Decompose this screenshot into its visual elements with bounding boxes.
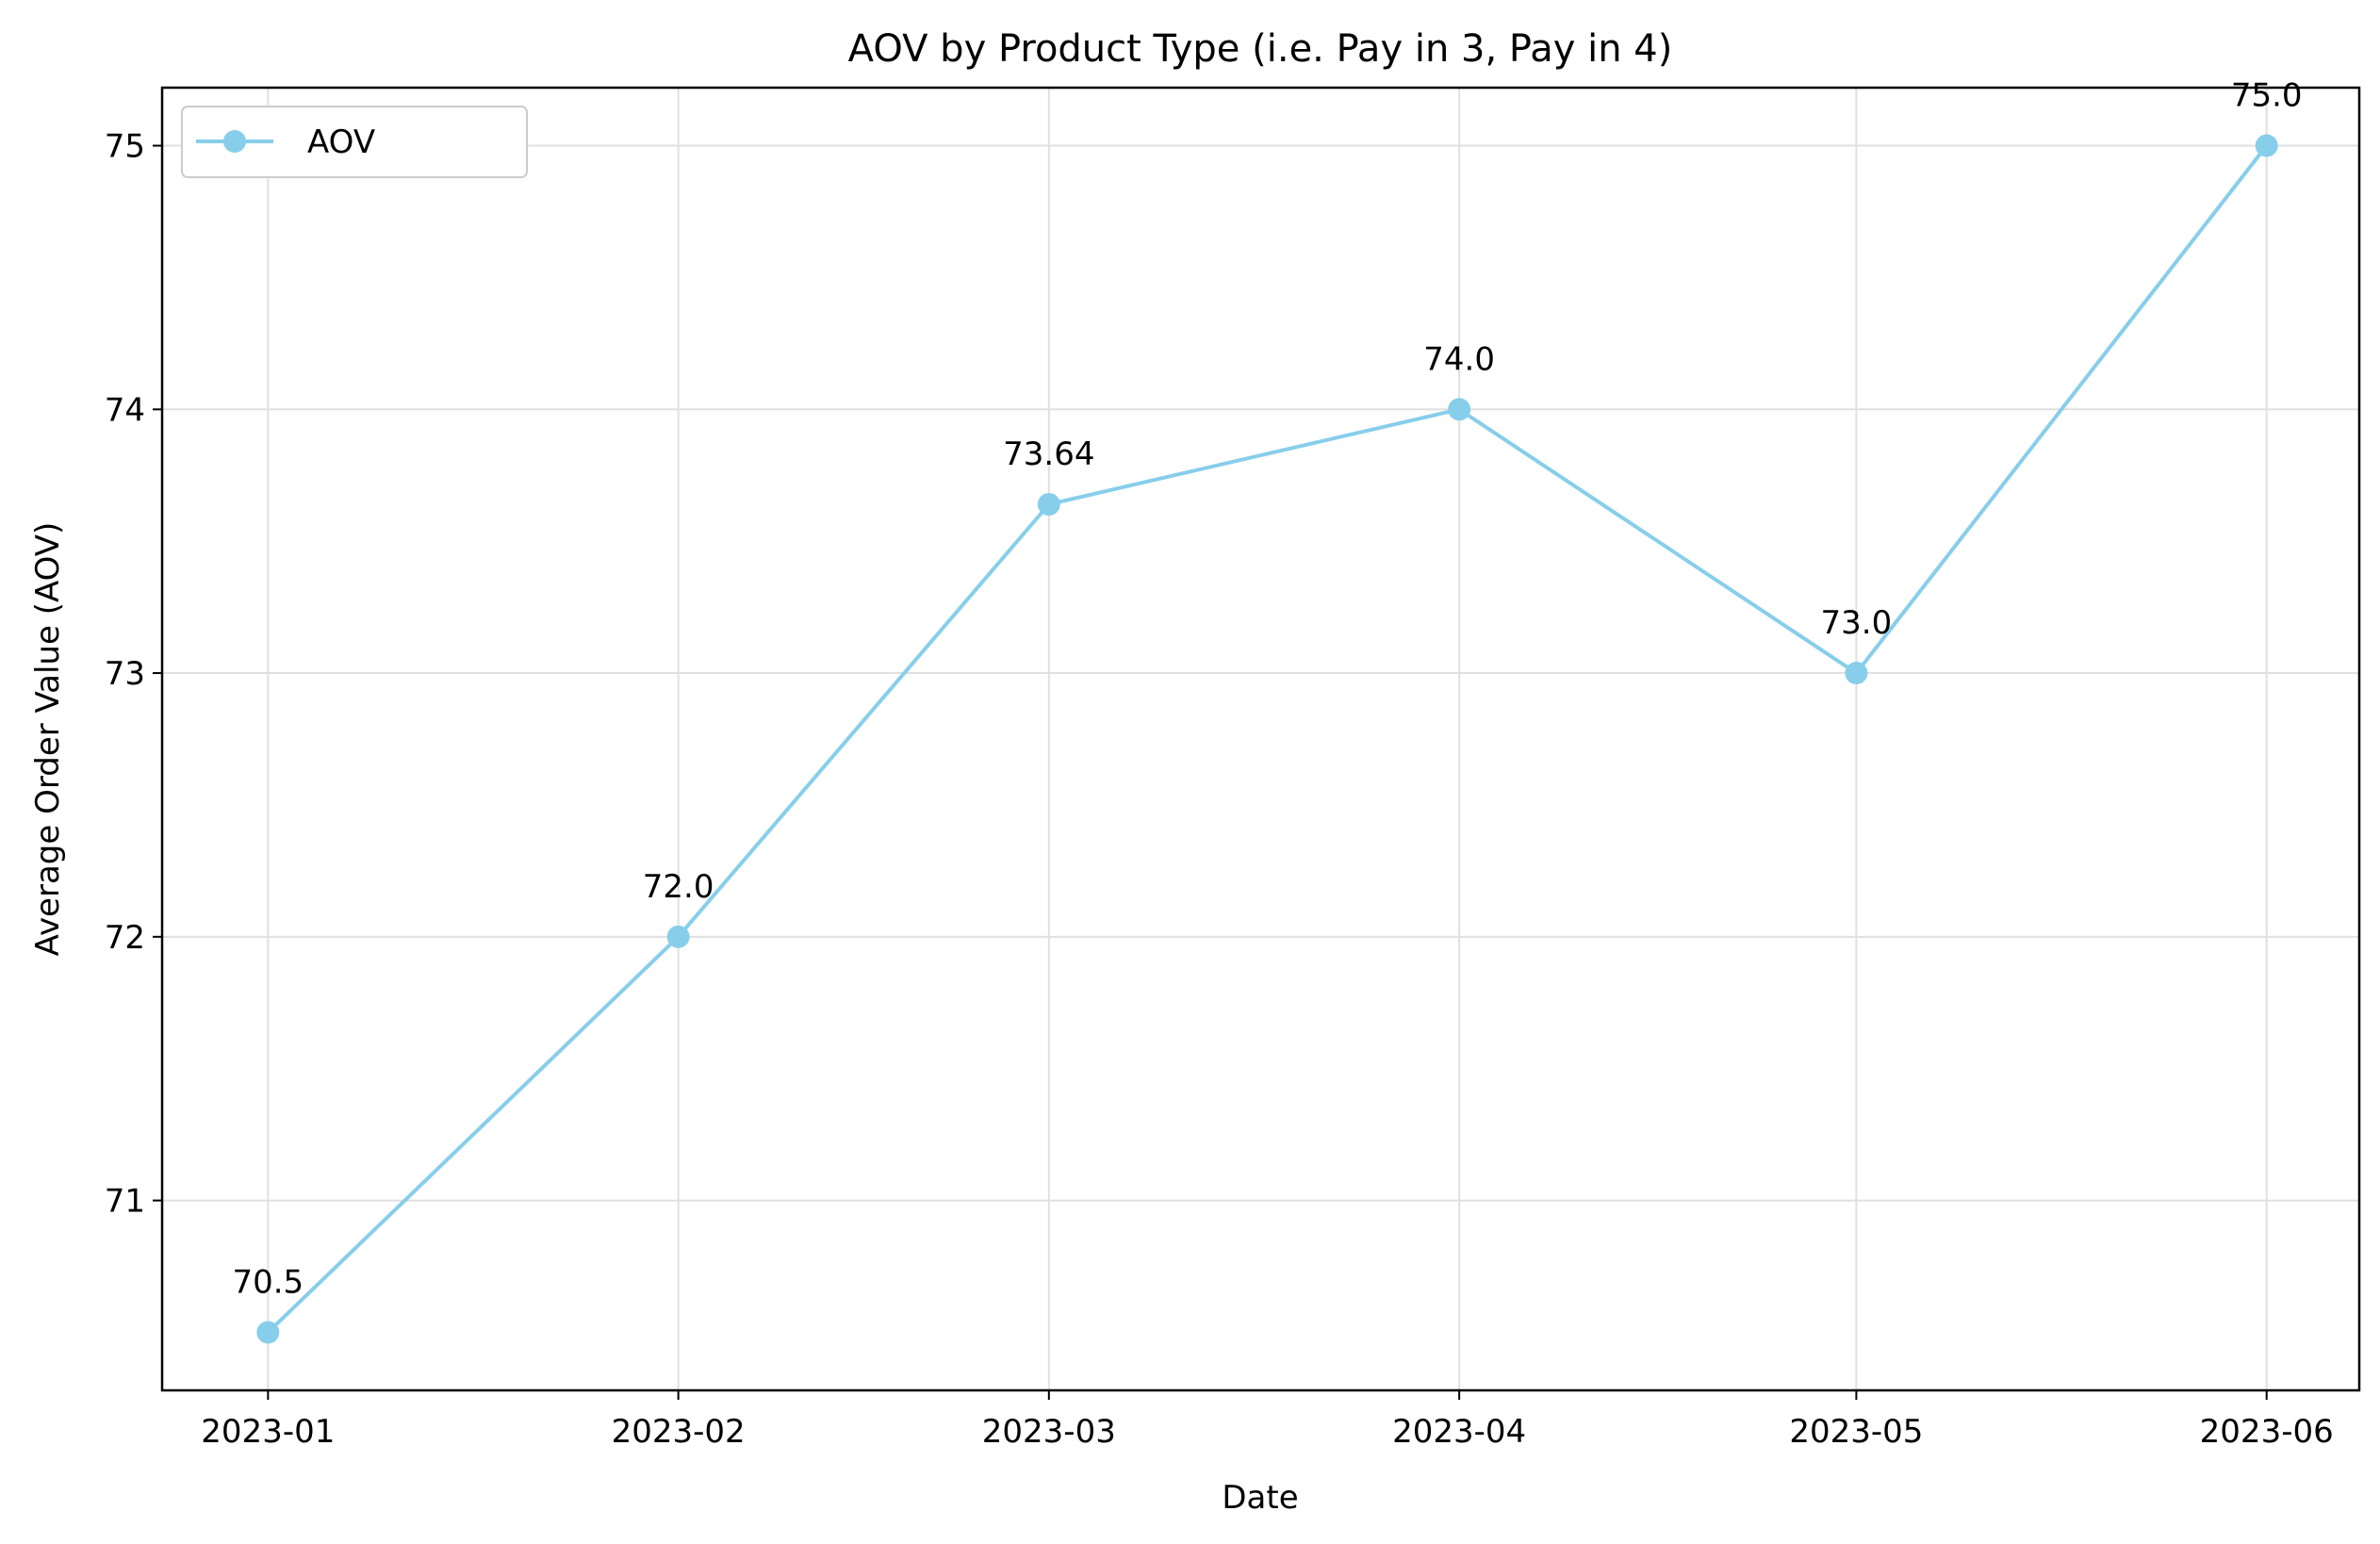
data-label: 70.5 [232,1263,304,1301]
x-tick-label: 2023-05 [1789,1413,1923,1451]
data-label: 75.0 [2231,77,2303,115]
legend: AOV [181,106,528,178]
data-point [256,1321,280,1344]
data-label: 73.0 [1821,604,1893,642]
data-label: 73.64 [1003,435,1094,473]
y-tick-label: 71 [105,1183,145,1221]
x-tick-label: 2023-03 [982,1413,1116,1451]
y-tick-label: 75 [105,128,145,166]
series-line [266,144,2269,1334]
legend-box [181,106,528,178]
x-tick-label: 2023-04 [1392,1413,1526,1451]
grid [162,88,2359,1390]
y-tick-label: 72 [105,919,145,957]
data-label: 74.0 [1423,340,1495,378]
data-point [666,925,690,948]
x-axis: 2023-01 2023-02 2023-03 2023-04 2023-05 2023-… [201,1390,2334,1451]
legend-marker [223,130,246,153]
series-layer [256,134,2278,1344]
y-tick-label: 73 [105,655,145,693]
x-tick-label: 2023-06 [2200,1413,2334,1451]
y-axis: 71 72 73 74 75 [105,128,162,1221]
y-axis-label: Average Order Value (AOV) [29,522,67,957]
data-point [1448,398,1471,421]
data-point [2255,134,2278,157]
data-point [1037,493,1060,517]
plot-frame [160,86,2361,1392]
data-label: 72.0 [643,868,714,906]
y-tick-label: 74 [105,391,145,429]
x-tick-label: 2023-01 [201,1413,335,1451]
legend-label: AOV [307,123,375,161]
x-axis-label: Date [1222,1479,1298,1517]
data-point [1845,662,1868,685]
x-tick-label: 2023-02 [612,1413,746,1451]
annotation-layer: 70.5 72.0 73.64 74.0 73.0 75.0 [232,77,2302,1302]
chart-title: AOV by Product Type (i.e. Pay in 3, Pay … [848,27,1673,71]
